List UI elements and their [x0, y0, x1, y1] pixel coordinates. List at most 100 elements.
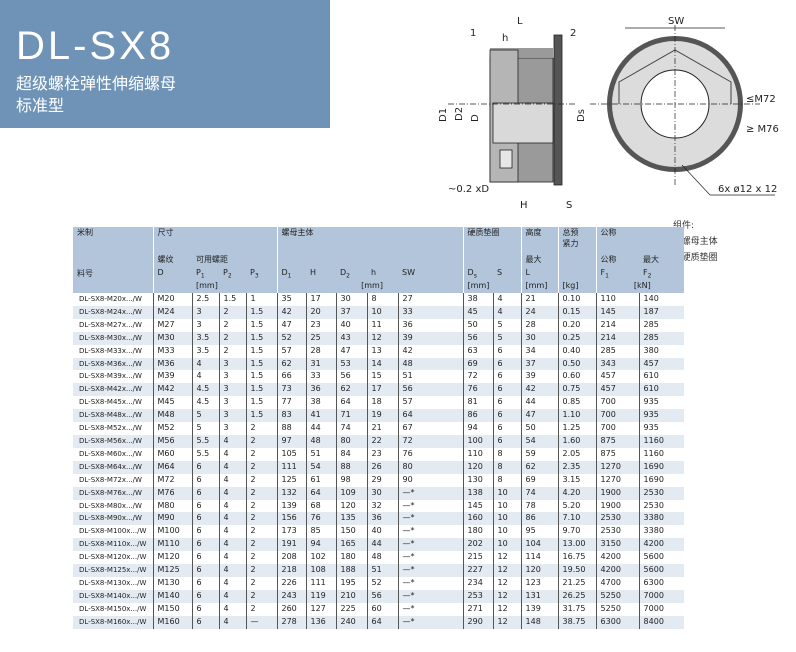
table-cell: 3380 — [638, 525, 685, 539]
table-row: DL-SX8-M24x.../W M24 3 2 1.5 42 20 37 10 33 45 4 24 0… — [73, 305, 685, 319]
table-cell: —* — [397, 486, 464, 500]
table-cell: 15 — [366, 370, 398, 384]
table-cell: 30 — [335, 293, 367, 306]
table-cell: 18 — [366, 396, 398, 410]
table-row: DL-SX8-M100x.../W M100 6 4 2 173 85 150 40 —* 180 1… — [73, 525, 685, 539]
table-cell: 4 — [218, 460, 246, 474]
table-cell: 25 — [305, 331, 336, 345]
table-cell: 6 — [492, 396, 522, 410]
table-cell: 83 — [276, 409, 306, 423]
table-cell: 4 — [218, 576, 246, 590]
table-cell: 62 — [276, 357, 306, 371]
table-cell: 48 — [305, 434, 336, 448]
hdr-F1: F1 — [595, 268, 640, 281]
table-cell: 42 — [397, 344, 464, 358]
table-cell: 136 — [305, 615, 336, 629]
table-cell: 64 — [366, 615, 398, 629]
table-row: DL-SX8-M110x.../W M110 6 4 2 191 94 165 44 —* 202 1… — [73, 538, 685, 552]
table-cell: 271 — [462, 602, 494, 616]
table-cell: 208 — [276, 551, 306, 565]
table-cell: 17 — [305, 293, 336, 306]
table-cell: —* — [397, 525, 464, 539]
table-cell: 31 — [305, 357, 336, 371]
hdr-h: h — [367, 268, 398, 281]
table-cell: 9.70 — [557, 525, 597, 539]
table-cell: 108 — [305, 564, 336, 577]
table-cell: 6300 — [638, 576, 685, 590]
table-cell: 4 — [191, 370, 219, 384]
spec-table: 米制 尺寸 螺母主体 硬质垫圈 高度 总预 紧力 公称 螺纹 可用螺距 最大 公称… — [73, 227, 685, 629]
table-cell: 5600 — [638, 551, 685, 565]
table-cell: 8 — [492, 447, 522, 461]
table-cell: 1.5 — [245, 344, 277, 358]
table-cell: 64 — [397, 409, 464, 423]
table-cell: 4700 — [595, 576, 640, 590]
table-cell: 10 — [492, 538, 522, 552]
product-subtitle: 超级螺栓弹性伸缩螺母 — [16, 74, 177, 93]
table-cell: 2.05 — [557, 447, 597, 461]
table-cell: 278 — [276, 615, 306, 629]
table-row: DL-SX8-M27x.../W M27 3 2 1.5 47 23 40 11 36 50 5 28 0… — [73, 318, 685, 332]
table-cell: 380 — [638, 344, 685, 358]
table-cell: 6 — [191, 525, 219, 539]
table-cell: 21.25 — [557, 576, 597, 590]
table-cell: 2 — [218, 344, 246, 358]
label-h: h — [502, 33, 508, 44]
table-cell: 3 — [218, 357, 246, 371]
table-cell: 63 — [462, 344, 494, 358]
table-cell: 94 — [305, 538, 336, 552]
table-cell: 6300 — [595, 615, 640, 629]
table-cell: 80 — [397, 460, 464, 474]
table-cell: 51 — [397, 370, 464, 384]
table-cell: M64 — [152, 460, 192, 474]
table-cell: 36 — [397, 318, 464, 332]
table-cell: 1.5 — [245, 331, 277, 345]
table-cell: 2530 — [595, 512, 640, 526]
table-cell: 5250 — [595, 589, 640, 603]
hdr-F2: F2 — [639, 268, 685, 281]
hdr-L: L — [520, 268, 559, 281]
table-cell: 7.10 — [557, 512, 597, 526]
hdr-metric: 米制 — [73, 227, 153, 254]
table-cell: 4 — [218, 589, 246, 603]
hdr-thread: 螺纹 — [152, 254, 192, 268]
label-part1: 1 — [470, 28, 476, 39]
table-cell: 210 — [335, 589, 367, 603]
table-cell: 4200 — [595, 564, 640, 577]
table-cell: 285 — [595, 344, 640, 358]
table-cell: 343 — [595, 357, 640, 371]
table-cell: 2 — [245, 525, 277, 539]
table-cell: 104 — [520, 538, 559, 552]
part-number-cell: DL-SX8-M130x.../W — [79, 578, 147, 587]
table-cell: 123 — [520, 576, 559, 590]
table-row: DL-SX8-M160x.../W M160 6 4—278 136 240 64 —* 290… — [73, 615, 685, 629]
part-number-cell: DL-SX8-M90x.../W — [73, 512, 153, 526]
table-cell: 120 — [520, 564, 559, 577]
table-cell: 160 — [462, 512, 494, 526]
label-ge-m76: ≥ M76 — [746, 124, 779, 135]
label-part2: 2 — [570, 28, 576, 39]
table-cell: 6 — [492, 409, 522, 423]
table-cell: 8400 — [638, 615, 685, 629]
table-cell: 42 — [520, 383, 559, 397]
table-cell: 2 — [218, 331, 246, 345]
table-row: DL-SX8-M64x.../W M64 6 4 2 111 54 88 26 80 120 8 62 2… — [73, 460, 685, 474]
table-cell: —* — [397, 538, 464, 552]
table-row: DL-SX8-M20x.../W M20 2.5 1.5 1 35 17 30 8 27 38 4 21… — [73, 293, 685, 306]
table-row: DL-SX8-M120x.../W M120 6 4 2 208 102 180 48 —* 215… — [73, 551, 685, 565]
table-cell: 4 — [218, 602, 246, 616]
part-number-cell: DL-SX8-M52x.../W — [79, 424, 142, 433]
table-row: DL-SX8-M60x.../W M60 5.5 4 2 105 51 84 23 76 110 8 5… — [73, 447, 685, 461]
table-cell: 34 — [520, 344, 559, 358]
label-holes: 6x ø12 x 12 — [718, 184, 777, 195]
part-number-cell: DL-SX8-M140x.../W — [73, 589, 153, 603]
table-row: DL-SX8-M48x.../W M48 5 3 1.5 83 41 71 19 64 86 6 47 1… — [73, 409, 685, 423]
part-number-cell: DL-SX8-M64x.../W — [73, 460, 153, 474]
table-cell: 5 — [492, 318, 522, 332]
table-cell: 935 — [638, 422, 685, 435]
table-cell: 42 — [276, 305, 306, 319]
table-cell: 173 — [276, 525, 306, 539]
end-view — [590, 25, 775, 196]
table-cell: 2 — [245, 564, 277, 577]
table-cell: 1.5 — [245, 305, 277, 319]
